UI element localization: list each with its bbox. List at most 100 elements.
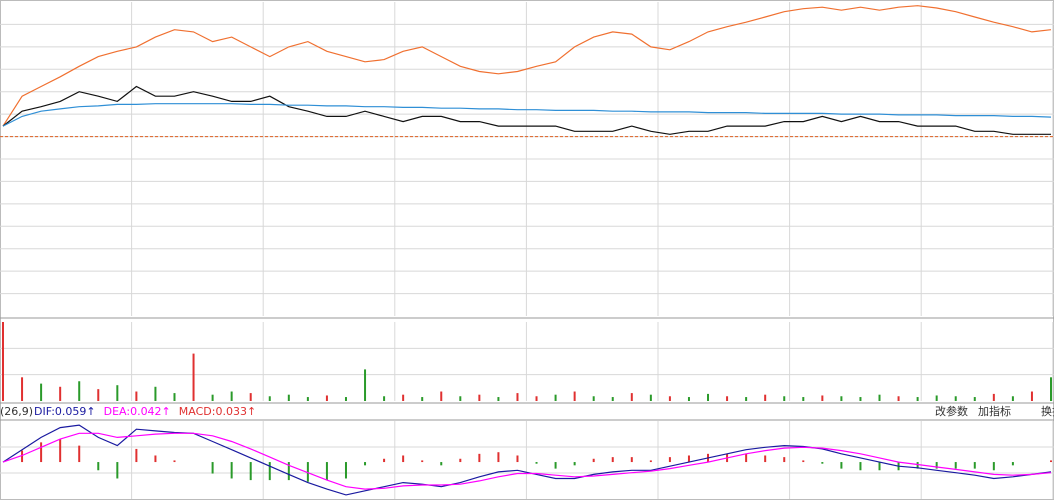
macd-bar — [992, 462, 995, 471]
volume-bar — [916, 397, 919, 401]
macd-bar — [764, 455, 767, 463]
volume-bar — [97, 389, 100, 401]
volume-bar — [78, 381, 81, 401]
volume-bar — [726, 396, 729, 401]
macd-bar — [611, 457, 614, 463]
macd-line — [2, 432, 1052, 490]
macd-bar — [135, 448, 138, 463]
macd-bar — [78, 445, 81, 463]
macd-bar — [935, 462, 938, 469]
volume-bar — [325, 395, 328, 401]
volume-bar — [554, 394, 557, 401]
macd-bar — [1050, 460, 1052, 463]
legend-label: DEA:0.042↑ — [104, 405, 171, 418]
volume-bar — [764, 394, 767, 401]
macd-bar — [497, 452, 500, 463]
volume-bar — [497, 397, 500, 401]
legend-label: DIF:0.059↑ — [34, 405, 96, 418]
volume-bar — [935, 395, 938, 401]
macd-bar — [306, 462, 309, 482]
volume-bar — [211, 394, 214, 401]
volume-bar — [802, 397, 805, 401]
macd-bar — [287, 462, 290, 481]
macd-bar — [478, 453, 481, 463]
volume-bar — [287, 394, 290, 401]
volume-bar — [611, 397, 614, 401]
macd-bar — [383, 458, 386, 463]
volume-bar — [478, 394, 481, 401]
macd-bar — [840, 462, 843, 469]
macd-bar — [592, 458, 595, 463]
volume-bar — [954, 396, 957, 401]
macd-bar — [173, 460, 176, 463]
macd-bar — [802, 460, 805, 463]
volume-bar — [364, 369, 367, 401]
volume-bar — [421, 397, 424, 401]
volume-bar — [573, 391, 576, 401]
volume-bar — [878, 394, 881, 401]
volume-bar — [973, 397, 976, 401]
toolbar-button[interactable]: 换指标 — [1041, 404, 1054, 418]
macd-bar — [535, 462, 538, 464]
volume-bar — [535, 396, 538, 401]
legend-label: MACD:0.033↑ — [179, 405, 256, 418]
volume-bar — [1050, 377, 1052, 401]
macd-bar — [268, 462, 271, 481]
volume-bar — [1030, 391, 1033, 401]
price-line — [2, 5, 1052, 127]
macd-bar — [630, 457, 633, 463]
price-line — [2, 103, 1052, 127]
volume-bar — [687, 397, 690, 401]
macd-bar — [745, 453, 748, 463]
volume-bar — [992, 393, 995, 401]
volume-bar — [402, 394, 405, 401]
volume-bar — [1011, 396, 1014, 401]
indicator-label: (26,9) — [0, 405, 33, 418]
volume-bar — [859, 397, 862, 401]
macd-bar — [516, 455, 519, 463]
macd-bar — [59, 439, 62, 463]
volume-bar — [745, 397, 748, 401]
volume-bar — [173, 393, 176, 401]
macd-bar — [440, 462, 443, 466]
volume-bar — [249, 393, 252, 401]
volume-bar — [21, 377, 24, 401]
volume-bar — [897, 396, 900, 401]
toolbar-button[interactable]: 加指标 — [978, 404, 1011, 418]
macd-bar — [668, 457, 671, 463]
volume-bar — [649, 394, 652, 401]
volume-bar — [268, 396, 271, 401]
macd-bar — [344, 462, 347, 479]
macd-bar — [116, 462, 119, 479]
volume-bar — [230, 391, 233, 401]
macd-bar — [878, 462, 881, 471]
macd-bar — [325, 462, 328, 481]
macd-bar — [859, 462, 862, 471]
volume-bar — [592, 396, 595, 401]
volume-bar — [135, 391, 138, 401]
volume-bar — [116, 385, 119, 401]
volume-bar — [440, 391, 443, 401]
toolbar-button[interactable]: 改参数 — [935, 404, 968, 418]
macd-bar — [1011, 462, 1014, 466]
macd-bar — [573, 462, 576, 466]
volume-bar — [516, 393, 519, 401]
macd-bar — [402, 455, 405, 463]
macd-bar — [421, 460, 424, 463]
volume-bar — [783, 396, 786, 401]
macd-bar — [649, 460, 652, 463]
macd-bar — [154, 455, 157, 463]
price-line — [2, 85, 1051, 135]
macd-bar — [40, 442, 43, 463]
volume-bar — [630, 393, 633, 401]
volume-bar — [707, 393, 710, 401]
macd-bar — [97, 462, 100, 471]
macd-bar — [21, 450, 24, 463]
volume-bar — [40, 383, 43, 401]
macd-bar — [211, 462, 214, 474]
volume-bar — [459, 396, 462, 401]
volume-bar — [840, 396, 843, 401]
